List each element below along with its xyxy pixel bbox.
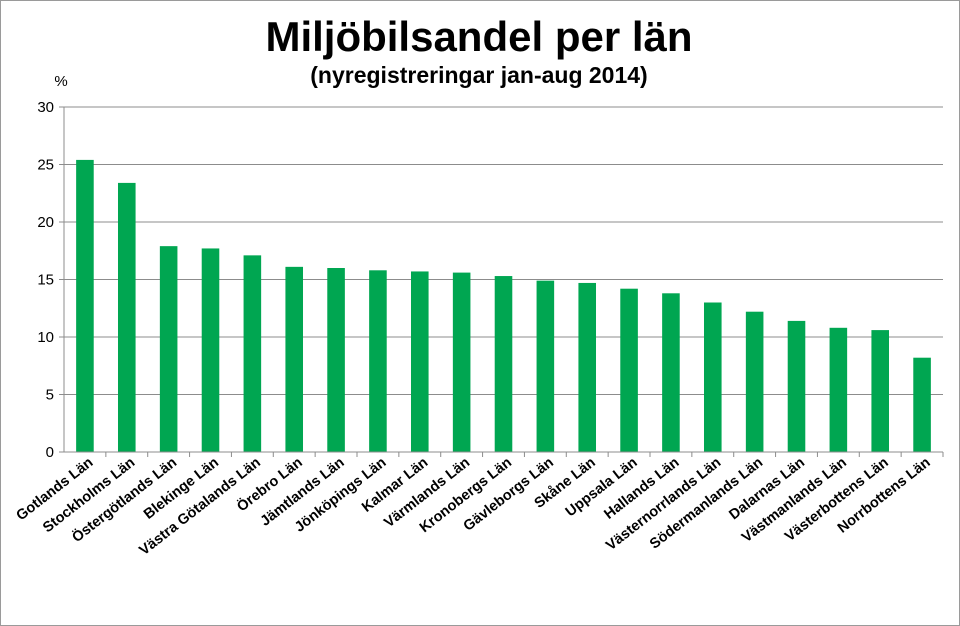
bar — [452, 272, 471, 452]
bar — [410, 271, 429, 452]
y-tick-labels: 0 5 10 15 20 25 30 — [37, 99, 54, 461]
y-tick-label: 30 — [37, 99, 54, 116]
chart-title: Miljöbilsandel per län — [265, 13, 692, 60]
bar — [243, 255, 262, 452]
y-tick-label: 5 — [46, 387, 54, 404]
bar — [159, 246, 178, 452]
y-tick-label: 15 — [37, 272, 54, 289]
bar — [620, 288, 638, 452]
y-tick-label: 25 — [37, 157, 54, 174]
bar — [285, 266, 304, 452]
bar — [578, 282, 597, 452]
bar — [703, 302, 722, 452]
bar — [494, 276, 513, 452]
bar — [913, 357, 931, 452]
bar — [76, 159, 94, 452]
y-tick-label: 20 — [37, 214, 54, 231]
bar — [662, 293, 680, 452]
bar — [536, 280, 555, 452]
bar — [871, 330, 890, 452]
y-axis-label: % — [54, 73, 67, 90]
bar — [829, 327, 848, 452]
bar — [787, 320, 806, 452]
y-tick-label: 10 — [37, 329, 54, 346]
bar — [117, 182, 136, 452]
chart-subtitle: (nyregistreringar jan-aug 2014) — [310, 62, 647, 88]
axes — [59, 106, 944, 457]
bar — [327, 268, 345, 452]
bar — [369, 270, 387, 452]
bars — [76, 159, 931, 452]
bar — [745, 311, 764, 452]
bar — [201, 248, 220, 452]
y-tick-label: 0 — [46, 444, 54, 461]
